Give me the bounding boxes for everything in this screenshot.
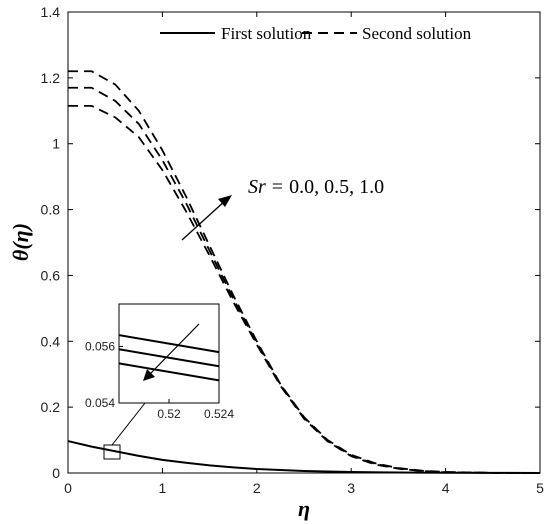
x-tick-label: 2 xyxy=(253,480,261,496)
inset-lines xyxy=(118,334,220,382)
inset-arrow xyxy=(148,323,200,376)
ticks-layer: 0 1 2 3 4 5 0 0.2 0.4 0.6 0.8 1 1.2 1.4 xyxy=(41,4,545,496)
inset-x-tick-label: 0.524 xyxy=(204,407,234,421)
y-tick-label: 0.8 xyxy=(41,202,61,218)
sr-values: 0.0, 0.5, 1.0 xyxy=(289,176,384,198)
y-tick-label: 0.4 xyxy=(41,333,61,349)
zoom-connector xyxy=(111,402,146,446)
y-tick-label: 0.6 xyxy=(41,267,61,283)
sr-symbol: Sr xyxy=(248,176,266,198)
x-tick-label: 1 xyxy=(159,480,167,496)
second-solution-line-0 xyxy=(68,70,541,474)
legend: First solution Second solution xyxy=(160,24,472,43)
y-tick-label: 1.2 xyxy=(41,70,61,86)
inset-arrow-head xyxy=(143,369,155,381)
inset-background xyxy=(119,304,219,403)
sr-arrow-head xyxy=(218,195,232,207)
inset-ticks: 0.52 0.524 0.054 0.056 xyxy=(85,339,234,421)
legend-second-label: Second solution xyxy=(362,24,472,43)
inset-line-2 xyxy=(118,362,220,382)
inset-y-tick-label: 0.054 xyxy=(85,396,115,410)
x-tick-label: 0 xyxy=(64,480,72,496)
y-tick-label: 1 xyxy=(52,136,60,152)
x-tick-label: 5 xyxy=(536,480,544,496)
inset-line-1 xyxy=(118,348,220,368)
y-tick-label: 0 xyxy=(52,465,60,481)
second-solution-line-2 xyxy=(68,104,541,474)
sr-annotation: Sr = 0.0, 0.5, 1.0 xyxy=(248,176,384,198)
legend-first-label: First solution xyxy=(221,24,312,43)
y-axis-label: θ(η) xyxy=(8,223,33,261)
y-tick-label: 0.2 xyxy=(41,399,61,415)
sr-arrow xyxy=(181,199,227,241)
x-tick-label: 4 xyxy=(442,480,450,496)
curves-layer xyxy=(67,70,541,474)
plot-frame xyxy=(67,11,541,474)
y-tick-label: 1.4 xyxy=(41,4,61,20)
inset-y-tick-label: 0.056 xyxy=(85,339,115,353)
inset-line-0 xyxy=(118,334,220,354)
second-solution-line-1 xyxy=(68,86,541,474)
first-solution-line xyxy=(67,440,541,474)
x-tick-label: 3 xyxy=(347,480,355,496)
inset-zoom: 0.52 0.524 0.054 0.056 xyxy=(85,303,234,421)
x-axis-label: η xyxy=(298,496,310,521)
inset-x-tick-label: 0.52 xyxy=(157,407,181,421)
